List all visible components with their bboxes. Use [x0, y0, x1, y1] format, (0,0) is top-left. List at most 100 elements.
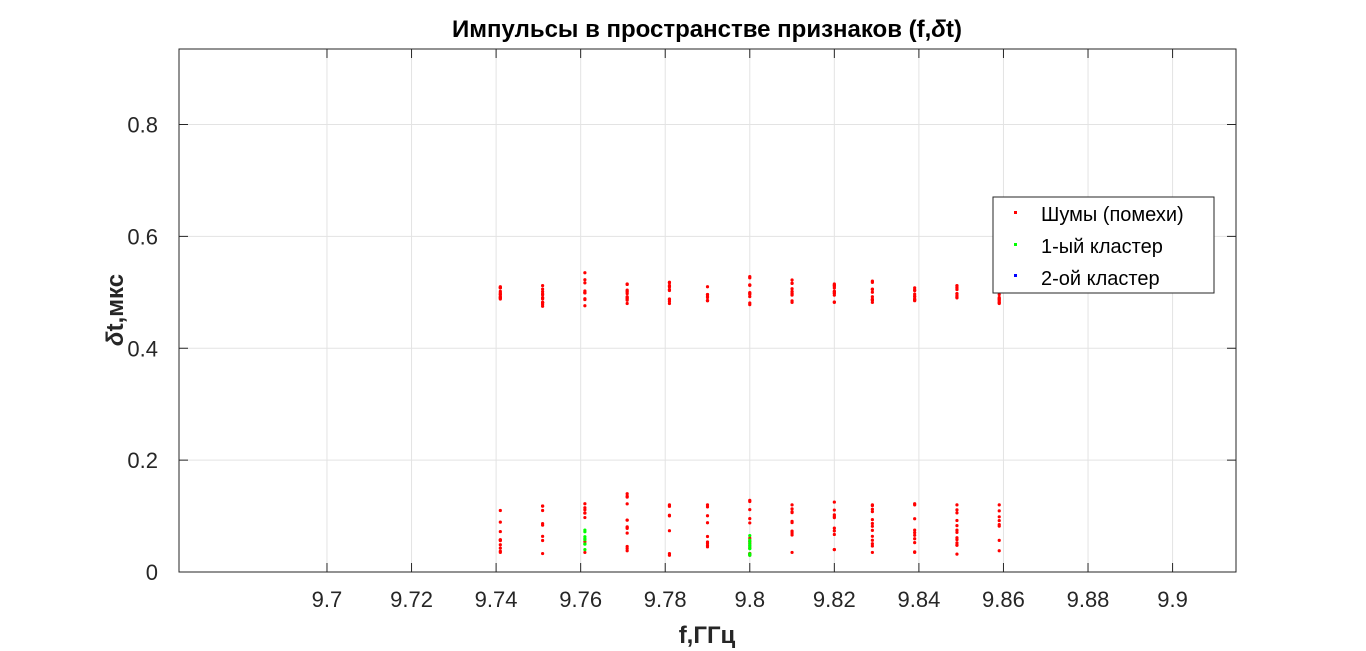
data-point — [955, 541, 959, 545]
data-point — [667, 513, 672, 517]
legend-label-noise: Шумы (помехи) — [1041, 204, 1184, 226]
data-point — [748, 291, 752, 296]
data-point — [870, 528, 874, 532]
data-point — [832, 529, 836, 533]
legend-item-noise: Шумы (помехи) — [1014, 204, 1184, 226]
data-point — [583, 538, 587, 542]
x-tick-label: 9.72 — [390, 587, 433, 612]
data-point — [748, 534, 752, 538]
data-point — [748, 498, 752, 503]
data-point — [870, 290, 874, 294]
data-point — [870, 518, 874, 522]
data-point — [913, 292, 917, 296]
data-point — [498, 546, 502, 550]
chart-title-part2: t) — [946, 16, 962, 43]
data-point — [955, 284, 959, 288]
data-point — [913, 517, 917, 521]
data-point — [748, 283, 752, 287]
y-tick-label: 0.4 — [127, 336, 158, 361]
data-point — [790, 290, 794, 294]
y-axis-label-delta: δ — [102, 331, 129, 346]
data-point — [705, 514, 710, 518]
legend-marker-cluster-2 — [1014, 274, 1017, 277]
data-point — [667, 280, 672, 284]
legend-marker-noise — [1014, 211, 1017, 214]
data-point — [583, 304, 587, 308]
data-point — [625, 531, 629, 535]
legend-box — [992, 196, 1215, 294]
data-point — [748, 275, 752, 279]
x-tick-label: 9.88 — [1067, 587, 1110, 612]
data-point — [498, 529, 502, 534]
data-point — [955, 528, 959, 532]
data-point — [913, 531, 917, 535]
data-point — [748, 294, 752, 299]
data-point — [997, 515, 1001, 519]
data-point — [790, 511, 794, 515]
data-point — [667, 552, 672, 556]
data-point — [870, 538, 874, 542]
data-point — [541, 287, 545, 291]
data-point — [790, 507, 794, 511]
data-point — [625, 525, 629, 529]
data-point — [955, 530, 959, 534]
data-point — [498, 543, 502, 547]
data-point — [625, 495, 629, 499]
data-point — [790, 299, 794, 303]
x-tick-label: 9.9 — [1157, 587, 1188, 612]
data-point — [667, 503, 672, 507]
x-tick-label: 9.78 — [644, 587, 687, 612]
data-point — [832, 500, 836, 504]
data-point — [870, 550, 874, 555]
data-point — [748, 517, 752, 521]
chart-title: Импульсы в пространстве признаков (f,δt) — [452, 16, 962, 43]
data-point — [541, 301, 545, 305]
data-point — [870, 507, 874, 511]
data-point — [870, 534, 874, 538]
data-point — [705, 534, 710, 539]
data-point — [832, 289, 836, 293]
data-point — [583, 278, 587, 282]
data-point — [705, 294, 710, 299]
data-point — [625, 292, 629, 296]
data-point — [832, 547, 836, 552]
data-point — [583, 291, 587, 295]
data-point — [870, 295, 874, 299]
chart-title-part1: Импульсы в пространстве признаков (f, — [452, 16, 931, 43]
data-point — [997, 300, 1001, 304]
data-point — [541, 290, 545, 294]
data-point — [832, 513, 836, 517]
data-point — [997, 503, 1001, 507]
data-point — [625, 282, 629, 286]
data-point — [498, 520, 502, 524]
y-axis-label-text: t,мкс — [102, 274, 129, 331]
data-point — [498, 285, 502, 289]
data-point — [955, 552, 959, 556]
data-point — [705, 503, 710, 507]
data-point — [870, 297, 874, 301]
data-point — [870, 524, 874, 528]
data-point — [955, 511, 959, 515]
data-point — [832, 532, 836, 537]
data-point — [748, 552, 752, 557]
data-point — [832, 282, 836, 286]
data-point — [583, 297, 587, 302]
data-point — [955, 286, 959, 290]
data-point — [913, 550, 917, 554]
data-point — [790, 278, 794, 282]
data-point — [583, 502, 587, 506]
data-point — [748, 508, 752, 512]
data-point — [955, 508, 959, 512]
data-point — [625, 544, 629, 549]
data-point — [913, 297, 917, 301]
data-point — [705, 540, 710, 544]
grid — [179, 49, 1236, 573]
data-point — [955, 524, 959, 528]
data-point — [955, 295, 959, 299]
data-point — [541, 296, 545, 300]
legend: Шумы (помехи) 1-ый кластер 2-ой кластер — [992, 196, 1215, 294]
data-point — [541, 538, 545, 543]
data-point — [955, 518, 959, 523]
data-point — [667, 285, 672, 289]
data-point — [913, 537, 917, 541]
